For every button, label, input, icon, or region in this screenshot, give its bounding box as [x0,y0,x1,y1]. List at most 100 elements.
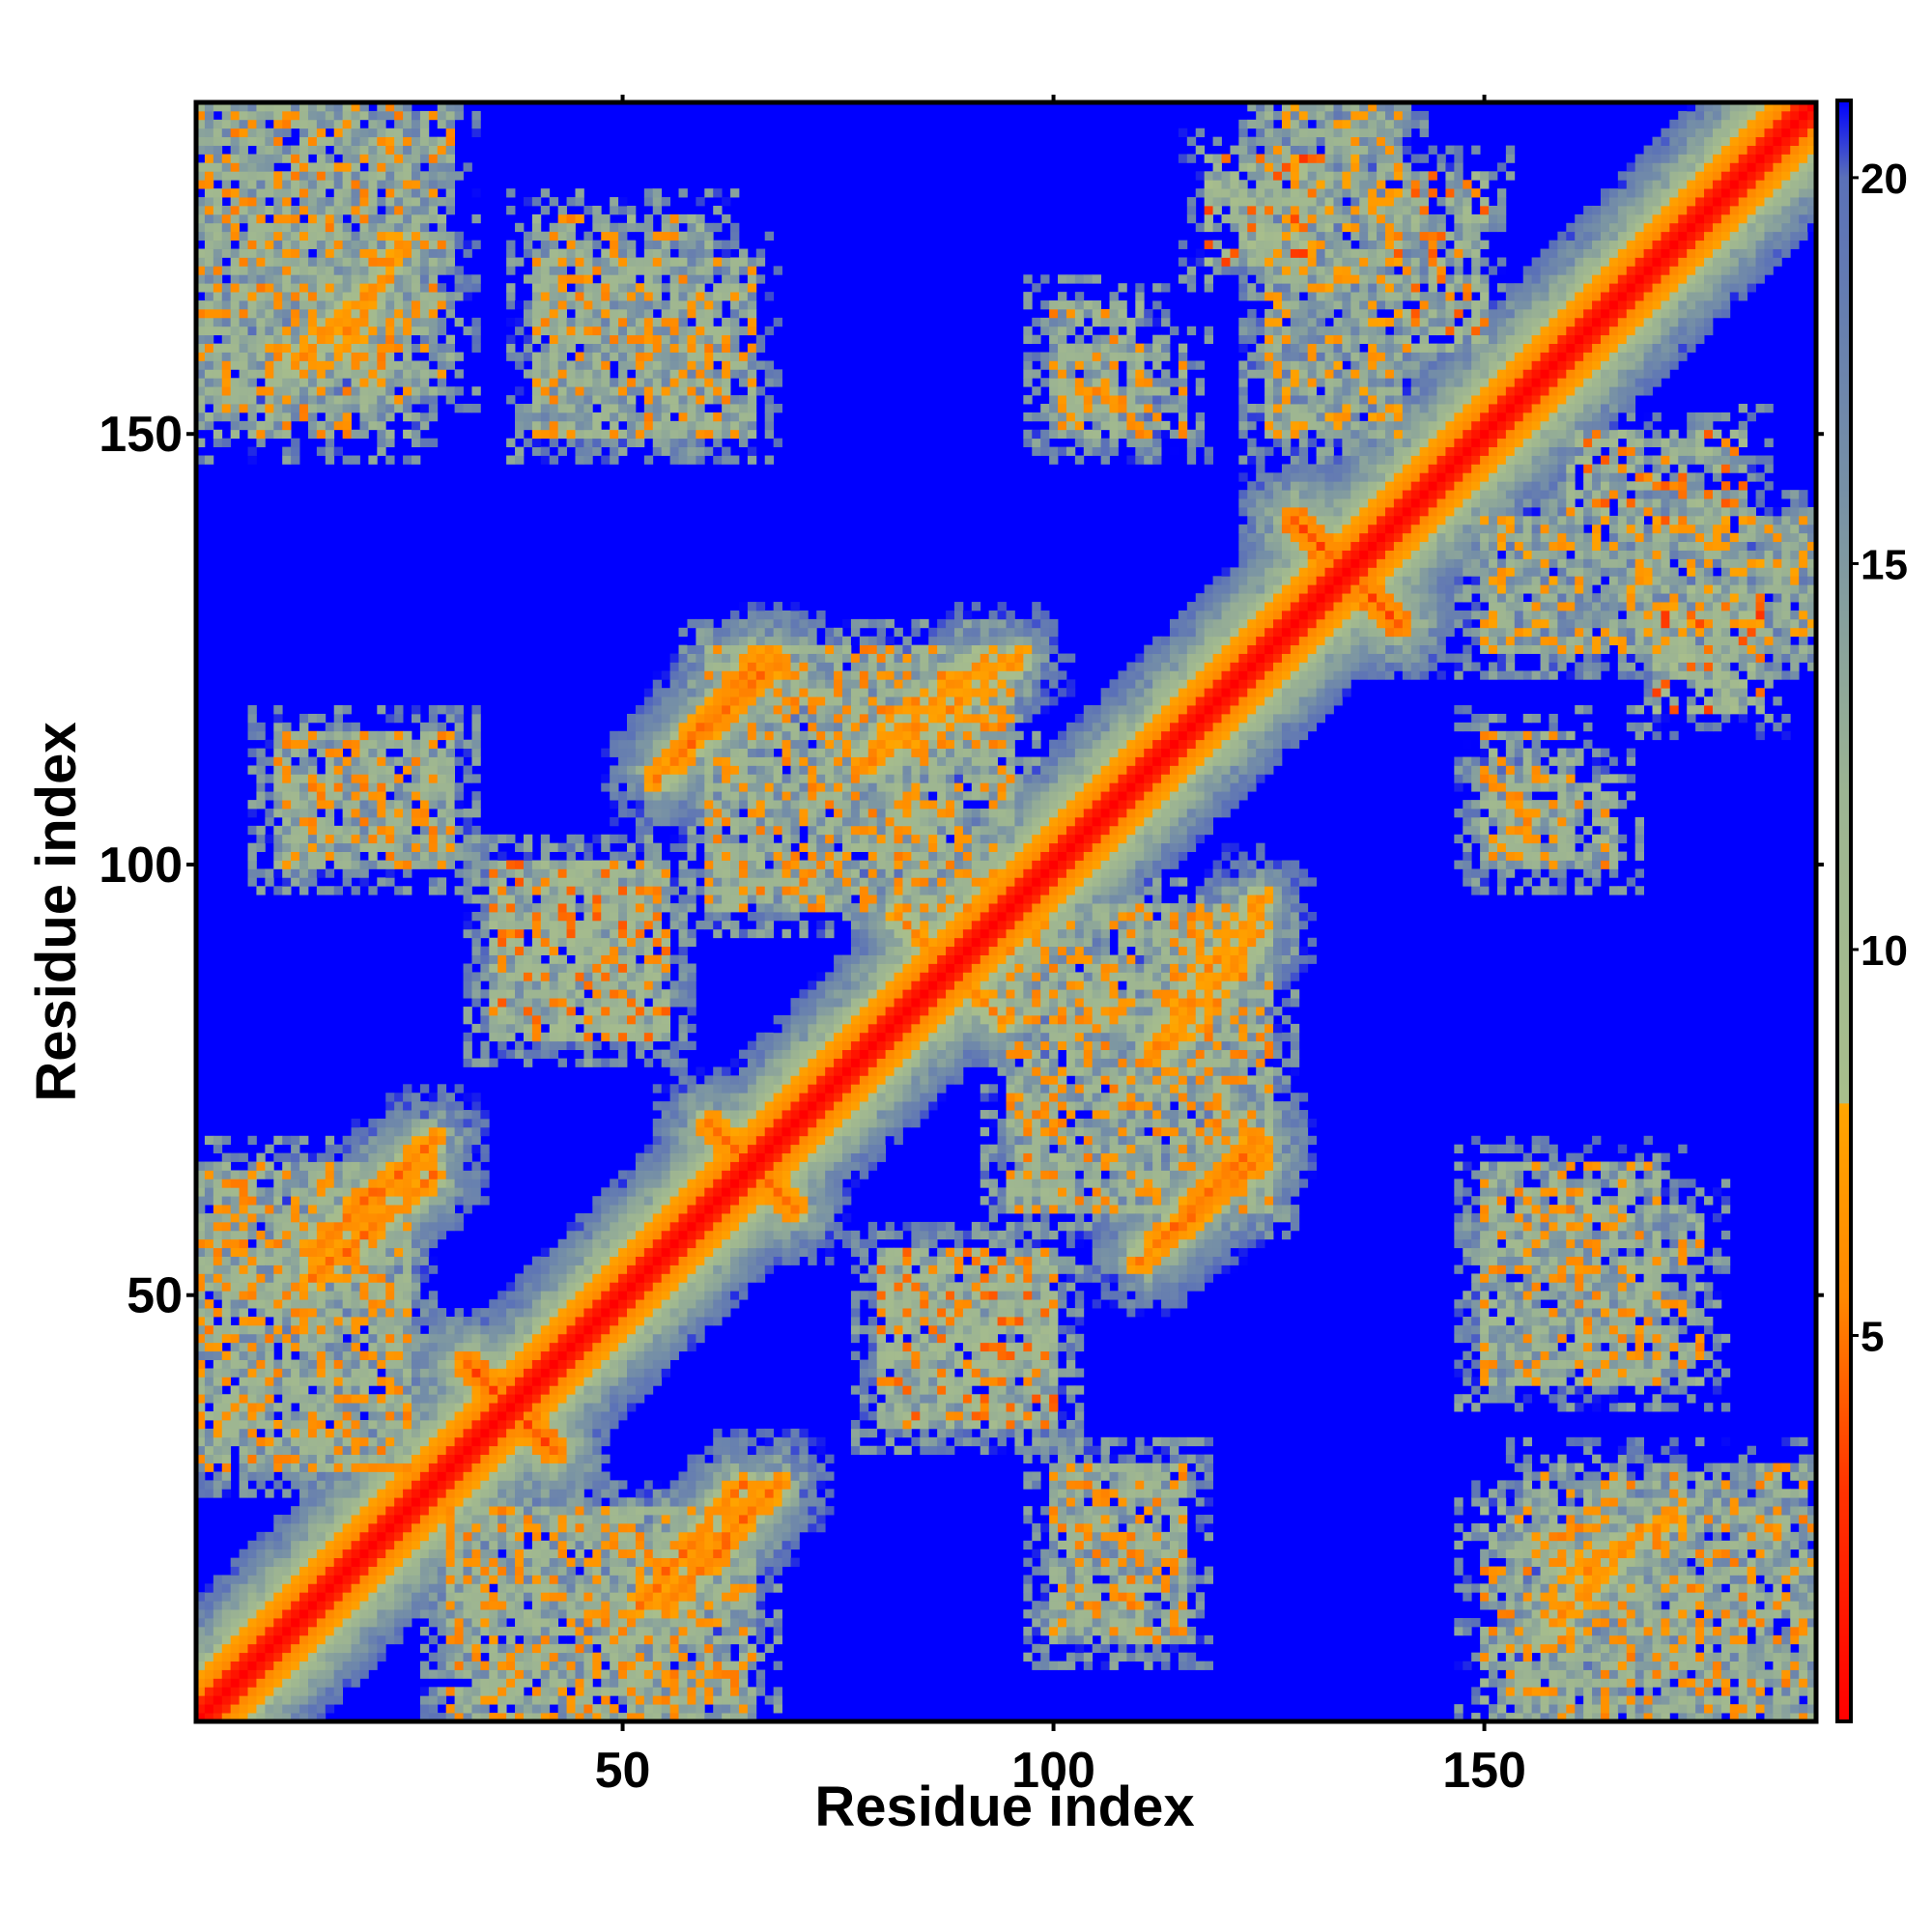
heatmap-cell [299,1273,309,1283]
heatmap-cell [403,816,412,827]
heatmap-cell [583,1652,593,1662]
heatmap-cell [230,1419,240,1430]
heatmap-cell [412,283,421,293]
heatmap-cell [273,1238,283,1249]
heatmap-cell [592,283,602,293]
heatmap-cell [385,334,395,345]
heatmap-cell [221,1471,232,1481]
heatmap-cell [256,429,266,440]
heatmap-cell [566,1704,576,1714]
heatmap-cell [480,1350,490,1360]
heatmap-cell [566,1678,576,1688]
heatmap-cell [265,266,274,275]
heatmap-cell [196,222,206,233]
heatmap-cell [273,1230,283,1240]
heatmap-cell [454,1170,464,1179]
heatmap-cell [531,1342,542,1352]
heatmap-cell [489,1515,498,1524]
heatmap-cell [282,842,292,852]
heatmap-cell [592,1317,602,1326]
heatmap-cell [428,1403,439,1412]
heatmap-cell [428,1196,439,1206]
heatmap-cell [204,369,214,379]
heatmap-cell [307,274,318,284]
heatmap-cell [256,257,266,267]
heatmap-cell [583,1463,593,1472]
heatmap-cell [531,1317,542,1326]
heatmap-cell [412,1601,421,1610]
heatmap-cell [601,1634,611,1645]
heatmap-cell [445,188,456,198]
heatmap-cell [471,1557,481,1567]
heatmap-cell [549,412,559,422]
heatmap-cell [515,1445,525,1456]
heatmap-cell [221,1419,232,1430]
heatmap-cell [515,1403,525,1412]
heatmap-cell [480,1317,490,1326]
heatmap-cell [256,300,266,310]
heatmap-cell [265,1308,274,1318]
heatmap-cell [489,1540,498,1550]
heatmap-cell [221,1230,232,1240]
heatmap-cell [247,1394,257,1404]
heatmap-cell [333,1540,344,1550]
heatmap-cell [273,317,283,327]
heatmap-cell [342,1299,352,1309]
heatmap-cell [342,1540,352,1550]
heatmap-cell [239,154,248,163]
heatmap-cell [204,1463,214,1472]
heatmap-cell [342,180,352,189]
heatmap-cell [351,360,360,370]
heatmap-cell [480,877,490,887]
heatmap-cell [316,1713,327,1722]
heatmap-cell [325,1213,335,1223]
heatmap-cell [480,1531,490,1542]
heatmap-cell [299,1299,309,1309]
heatmap-cell [583,455,593,465]
heatmap-cell [342,317,352,327]
heatmap-cell [583,1609,593,1619]
heatmap-cell [549,386,559,396]
heatmap-cell [428,1463,439,1472]
heatmap-cell [506,455,516,465]
heatmap-cell [196,119,206,129]
heatmap-cell [463,1377,472,1386]
heatmap-cell [515,1506,525,1516]
heatmap-cell [463,1601,472,1610]
heatmap-cell [471,1531,481,1542]
heatmap-cell [592,1377,602,1386]
heatmap-cell [480,1394,490,1404]
heatmap-cell [273,1566,283,1576]
heatmap-cell [489,1575,498,1584]
heatmap-cell [368,1264,378,1274]
heatmap-cell [557,972,567,981]
heatmap-cell [265,1342,274,1352]
heatmap-cell [515,1575,525,1584]
heatmap-cell [291,1618,300,1628]
heatmap-cell [333,1273,344,1283]
heatmap-cell [273,1634,283,1645]
heatmap-cell [325,378,335,387]
heatmap-cell [282,1324,292,1335]
heatmap-cell [196,1317,206,1326]
heatmap-cell [531,886,542,895]
heatmap-cell [299,1618,309,1628]
heatmap-cell [333,705,344,715]
heatmap-cell [428,386,439,396]
heatmap-cell [471,1428,481,1438]
heatmap-cell [291,1247,300,1257]
heatmap-cell [549,1713,559,1722]
heatmap-cell [342,386,352,396]
heatmap-cell [394,1324,404,1335]
heatmap-cell [333,1601,344,1610]
heatmap-cell [247,1713,257,1722]
heatmap-cell [247,1669,257,1679]
heatmap-cell [342,816,352,827]
heatmap-cell [506,1540,516,1550]
heatmap-cell [204,1592,214,1602]
heatmap-cell [454,1317,464,1326]
heatmap-cell [515,1522,525,1533]
heatmap-cell [515,1592,525,1602]
heatmap-cell [463,1652,472,1662]
heatmap-cell [557,1609,567,1619]
